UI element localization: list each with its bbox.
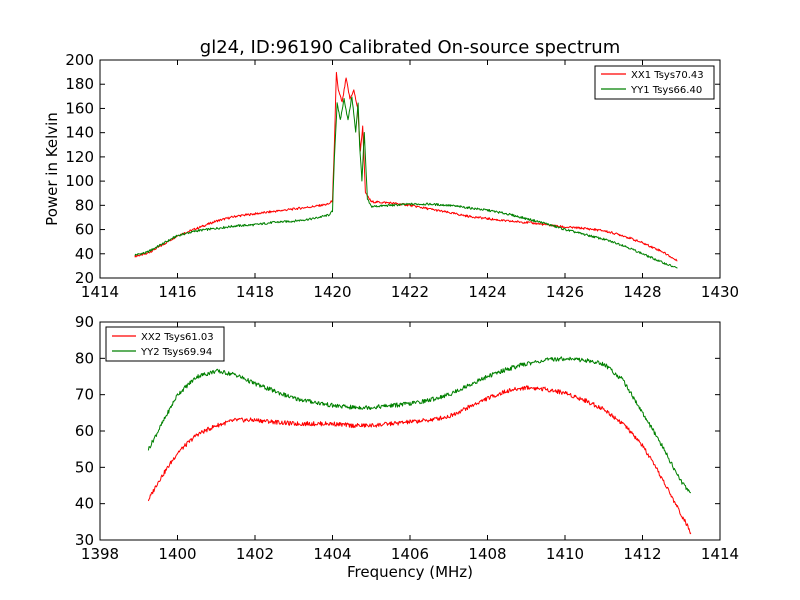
bottom-ytick-label: 70	[75, 386, 94, 404]
bottom-xtick-label: 1404	[313, 545, 351, 563]
top-series-line-2	[134, 96, 678, 269]
top-xtick-label: 1420	[313, 283, 351, 301]
bottom-xtick-label: 1398	[81, 545, 119, 563]
bottom-xtick-label: 1406	[391, 545, 429, 563]
bottom-ytick-label: 60	[75, 422, 94, 440]
bottom-xlabel: Frequency (MHz)	[347, 563, 473, 581]
top-ytick-label: 160	[65, 99, 94, 117]
top-series-group	[134, 71, 678, 269]
top-xtick-label: 1426	[546, 283, 584, 301]
top-ytick-label: 60	[75, 221, 94, 239]
top-xtick-label: 1422	[391, 283, 429, 301]
top-plot: Power in Kelvin 1414 1416 1418 1420 1422 1424…	[43, 51, 739, 301]
top-ytick-label: 120	[65, 148, 94, 166]
top-ytick-label: 40	[75, 245, 94, 263]
bottom-ytick-label: 50	[75, 458, 94, 476]
top-xtick-label: 1418	[236, 283, 274, 301]
bottom-series-group	[147, 356, 692, 535]
top-ytick-label: 20	[75, 269, 94, 287]
top-xtick-label: 1430	[701, 283, 739, 301]
bottom-legend-label-yy2: YY2 Tsys69.94	[140, 347, 212, 358]
top-legend-box	[594, 65, 715, 100]
bottom-legend-box	[105, 326, 225, 362]
bottom-series-line-2	[147, 356, 692, 494]
bottom-series-line-1	[147, 385, 692, 535]
top-legend-label-xx1: XX1 Tsys70.43	[631, 70, 704, 81]
bottom-plot: 1398 1400 1402 1404 1406 1408 1410 1412 1414 30 40…	[75, 313, 739, 581]
bottom-legend: XX2 Tsys61.03 YY2 Tsys69.94	[105, 326, 225, 362]
top-ylabel: Power in Kelvin	[43, 112, 61, 226]
top-ytick-label: 100	[65, 172, 94, 190]
top-legend: XX1 Tsys70.43 YY1 Tsys66.40	[594, 65, 715, 100]
top-legend-label-yy1: YY1 Tsys66.40	[630, 85, 702, 96]
top-ytick-label: 200	[65, 51, 94, 69]
top-ytick-label: 80	[75, 196, 94, 214]
bottom-ytick-label: 30	[75, 531, 94, 549]
top-ytick-label: 180	[65, 75, 94, 93]
top-ytick-label: 140	[65, 124, 94, 142]
bottom-ticks: 1398 1400 1402 1404 1406 1408 1410 1412 1414 30 40…	[75, 313, 739, 563]
top-xtick-label: 1416	[158, 283, 196, 301]
top-ticks: 1414 1416 1418 1420 1422 1424 1426 1428 1430 20 40…	[65, 51, 739, 301]
bottom-legend-label-xx2: XX2 Tsys61.03	[141, 332, 214, 343]
bottom-ytick-label: 40	[75, 495, 94, 513]
bottom-ytick-label: 90	[75, 313, 94, 331]
figure-title: gl24, ID:96190 Calibrated On-source spec…	[200, 37, 620, 58]
bottom-xtick-label: 1408	[468, 545, 506, 563]
bottom-xtick-label: 1400	[158, 545, 196, 563]
bottom-xtick-label: 1412	[623, 545, 661, 563]
bottom-xtick-label: 1414	[701, 545, 739, 563]
top-xtick-label: 1424	[468, 283, 506, 301]
top-xtick-label: 1414	[81, 283, 119, 301]
bottom-xtick-label: 1410	[546, 545, 584, 563]
bottom-ytick-label: 80	[75, 349, 94, 367]
top-xtick-label: 1428	[623, 283, 661, 301]
bottom-xtick-label: 1402	[236, 545, 274, 563]
